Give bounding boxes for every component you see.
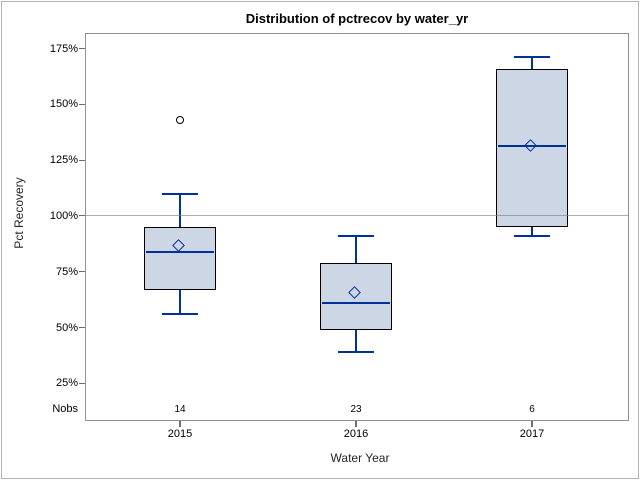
chart-title: Distribution of pctrecov by water_yr [245, 11, 469, 26]
whisker-cap [338, 351, 374, 354]
nobs-value: 6 [529, 404, 535, 415]
median-line [498, 144, 566, 147]
y-tick-label: 75% [55, 265, 78, 278]
whisker-cap [514, 235, 550, 238]
whisker-line [531, 57, 533, 69]
nobs-value: 14 [174, 404, 186, 415]
nobs-value: 23 [350, 404, 362, 415]
y-tick [79, 48, 85, 49]
y-tick [79, 159, 85, 161]
y-tick [79, 271, 85, 273]
x-tick-label: 2015 [167, 428, 193, 440]
y-tick-label: 150% [49, 98, 78, 111]
box [320, 262, 392, 330]
reference-line [85, 214, 629, 217]
y-tick-label: 175% [49, 42, 78, 55]
whisker-line [355, 236, 357, 263]
y-tick [79, 215, 85, 217]
x-tick [355, 421, 357, 427]
box [144, 227, 216, 290]
x-tick [179, 421, 181, 427]
whisker-line [531, 227, 533, 237]
whisker-cap [162, 313, 198, 316]
y-tick-label: 25% [55, 377, 78, 390]
y-tick-label: 50% [55, 321, 78, 334]
median-line [146, 250, 214, 253]
y-tick [79, 382, 85, 384]
whisker-line [355, 329, 357, 353]
x-axis-title: Water Year [330, 451, 390, 465]
box [496, 68, 568, 228]
whisker-cap [162, 192, 198, 195]
y-tick [79, 327, 85, 329]
y-tick-label: 100% [49, 209, 78, 222]
x-tick [531, 421, 533, 427]
x-tick-label: 2016 [343, 428, 369, 440]
outlier-marker [176, 115, 184, 124]
nobs-row-label: Nobs [52, 403, 78, 415]
y-tick [79, 103, 85, 105]
x-tick-label: 2017 [519, 428, 545, 440]
whisker-line [179, 289, 181, 315]
whisker-cap [338, 235, 374, 238]
whisker-line [179, 193, 181, 228]
whisker-cap [514, 56, 550, 59]
median-line [322, 302, 390, 305]
y-tick-label: 125% [49, 154, 78, 167]
